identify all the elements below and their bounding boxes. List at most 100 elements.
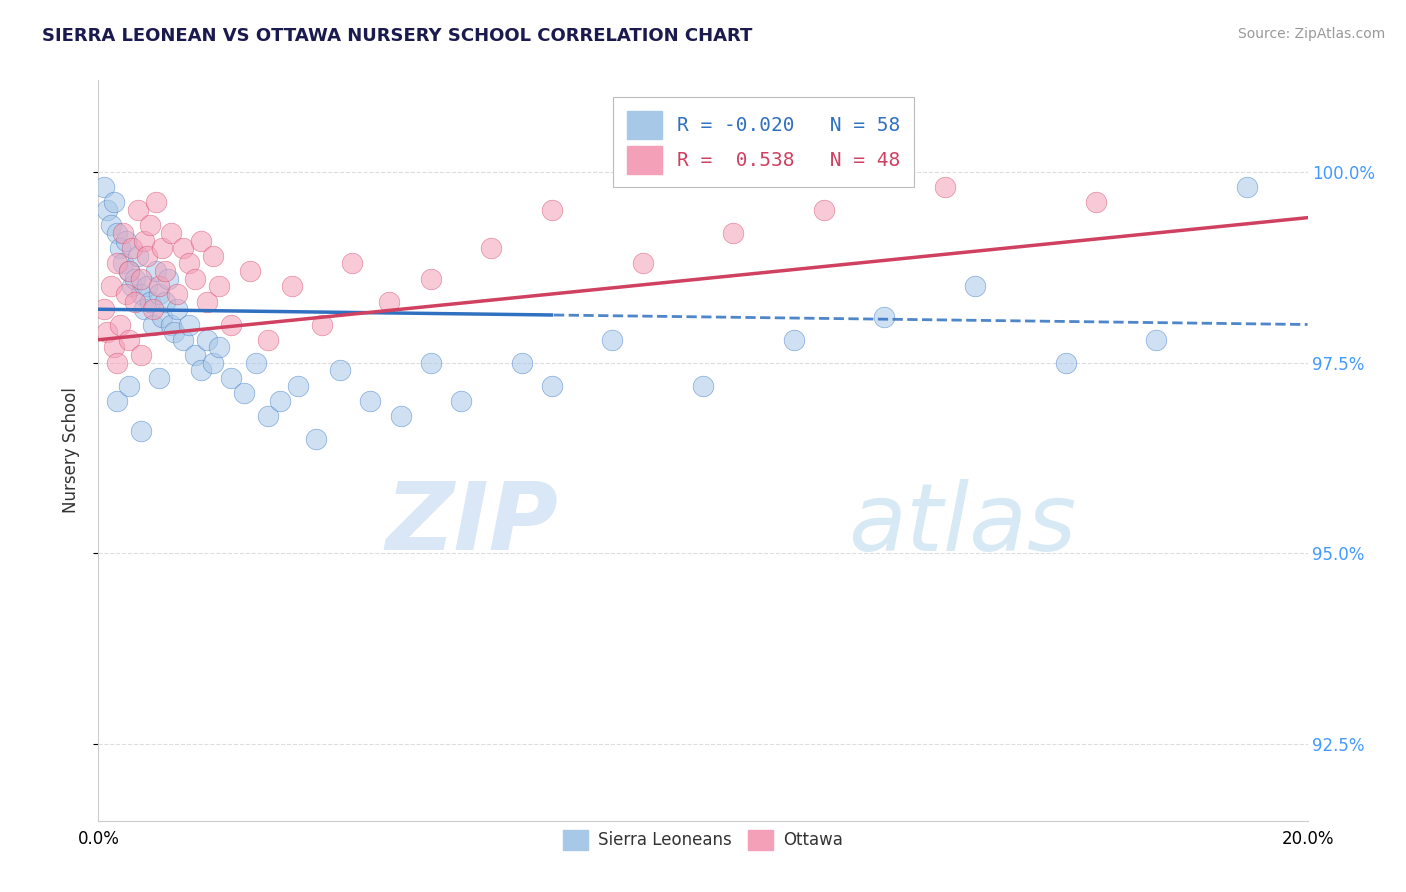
Point: [145, 264, 167, 278]
Point: [121, 279, 143, 293]
Point: [813, 202, 835, 217]
Point: [127, 202, 149, 217]
Point: [184, 348, 207, 362]
Point: [127, 249, 149, 263]
Point: [420, 356, 443, 370]
Point: [329, 363, 352, 377]
Point: [166, 287, 188, 301]
Point: [184, 271, 207, 285]
Point: [783, 333, 806, 347]
Point: [118, 333, 141, 347]
Point: [481, 241, 503, 255]
Point: [148, 287, 170, 301]
Point: [245, 356, 267, 370]
Point: [129, 287, 152, 301]
Point: [172, 241, 194, 255]
Point: [510, 356, 533, 370]
Legend: Sierra Leoneans, Ottawa: Sierra Leoneans, Ottawa: [557, 823, 849, 856]
Point: [105, 356, 128, 370]
Point: [139, 294, 162, 309]
Point: [100, 219, 122, 233]
Point: [232, 386, 254, 401]
Point: [118, 264, 141, 278]
Point: [208, 279, 231, 293]
Text: SIERRA LEONEAN VS OTTAWA NURSERY SCHOOL CORRELATION CHART: SIERRA LEONEAN VS OTTAWA NURSERY SCHOOL …: [42, 27, 752, 45]
Point: [118, 264, 141, 278]
Text: Source: ZipAtlas.com: Source: ZipAtlas.com: [1237, 27, 1385, 41]
Point: [135, 249, 157, 263]
Point: [114, 287, 136, 301]
Point: [156, 271, 179, 285]
Point: [420, 271, 443, 285]
Point: [723, 226, 745, 240]
Point: [602, 333, 624, 347]
Point: [631, 256, 654, 270]
Point: [139, 219, 162, 233]
Point: [160, 226, 183, 240]
Point: [132, 234, 155, 248]
Point: [281, 279, 304, 293]
Point: [114, 234, 136, 248]
Point: [108, 318, 131, 332]
Point: [540, 202, 562, 217]
Point: [311, 318, 333, 332]
Point: [195, 333, 218, 347]
Point: [150, 310, 173, 324]
Point: [208, 340, 231, 354]
Point: [153, 294, 176, 309]
Point: [108, 241, 131, 255]
Point: [163, 325, 186, 339]
Point: [965, 279, 987, 293]
Point: [179, 256, 201, 270]
Point: [540, 378, 562, 392]
Point: [96, 202, 118, 217]
Point: [129, 271, 152, 285]
Point: [111, 226, 134, 240]
Point: [221, 371, 243, 385]
Point: [1054, 356, 1077, 370]
Point: [153, 264, 176, 278]
Point: [342, 256, 364, 270]
Point: [150, 241, 173, 255]
Point: [142, 302, 165, 317]
Point: [129, 348, 152, 362]
Point: [93, 180, 115, 194]
Point: [172, 333, 194, 347]
Point: [692, 378, 714, 392]
Point: [360, 393, 382, 408]
Point: [148, 279, 170, 293]
Point: [450, 393, 472, 408]
Point: [105, 226, 128, 240]
Point: [179, 318, 201, 332]
Point: [873, 310, 896, 324]
Point: [142, 318, 165, 332]
Point: [287, 378, 309, 392]
Point: [105, 256, 128, 270]
Point: [256, 409, 278, 423]
Point: [1146, 333, 1168, 347]
Point: [111, 256, 134, 270]
Point: [256, 333, 278, 347]
Point: [129, 425, 152, 439]
Point: [121, 241, 143, 255]
Point: [166, 302, 188, 317]
Point: [148, 371, 170, 385]
Point: [1236, 180, 1258, 194]
Point: [221, 318, 243, 332]
Point: [239, 264, 262, 278]
Point: [96, 325, 118, 339]
Point: [377, 294, 399, 309]
Point: [1085, 195, 1108, 210]
Point: [93, 302, 115, 317]
Point: [190, 234, 212, 248]
Point: [160, 318, 183, 332]
Point: [100, 279, 122, 293]
Point: [269, 393, 291, 408]
Text: atlas: atlas: [848, 479, 1077, 570]
Point: [389, 409, 412, 423]
Point: [135, 279, 157, 293]
Y-axis label: Nursery School: Nursery School: [62, 387, 80, 514]
Point: [934, 180, 956, 194]
Point: [145, 195, 167, 210]
Text: ZIP: ZIP: [385, 478, 558, 571]
